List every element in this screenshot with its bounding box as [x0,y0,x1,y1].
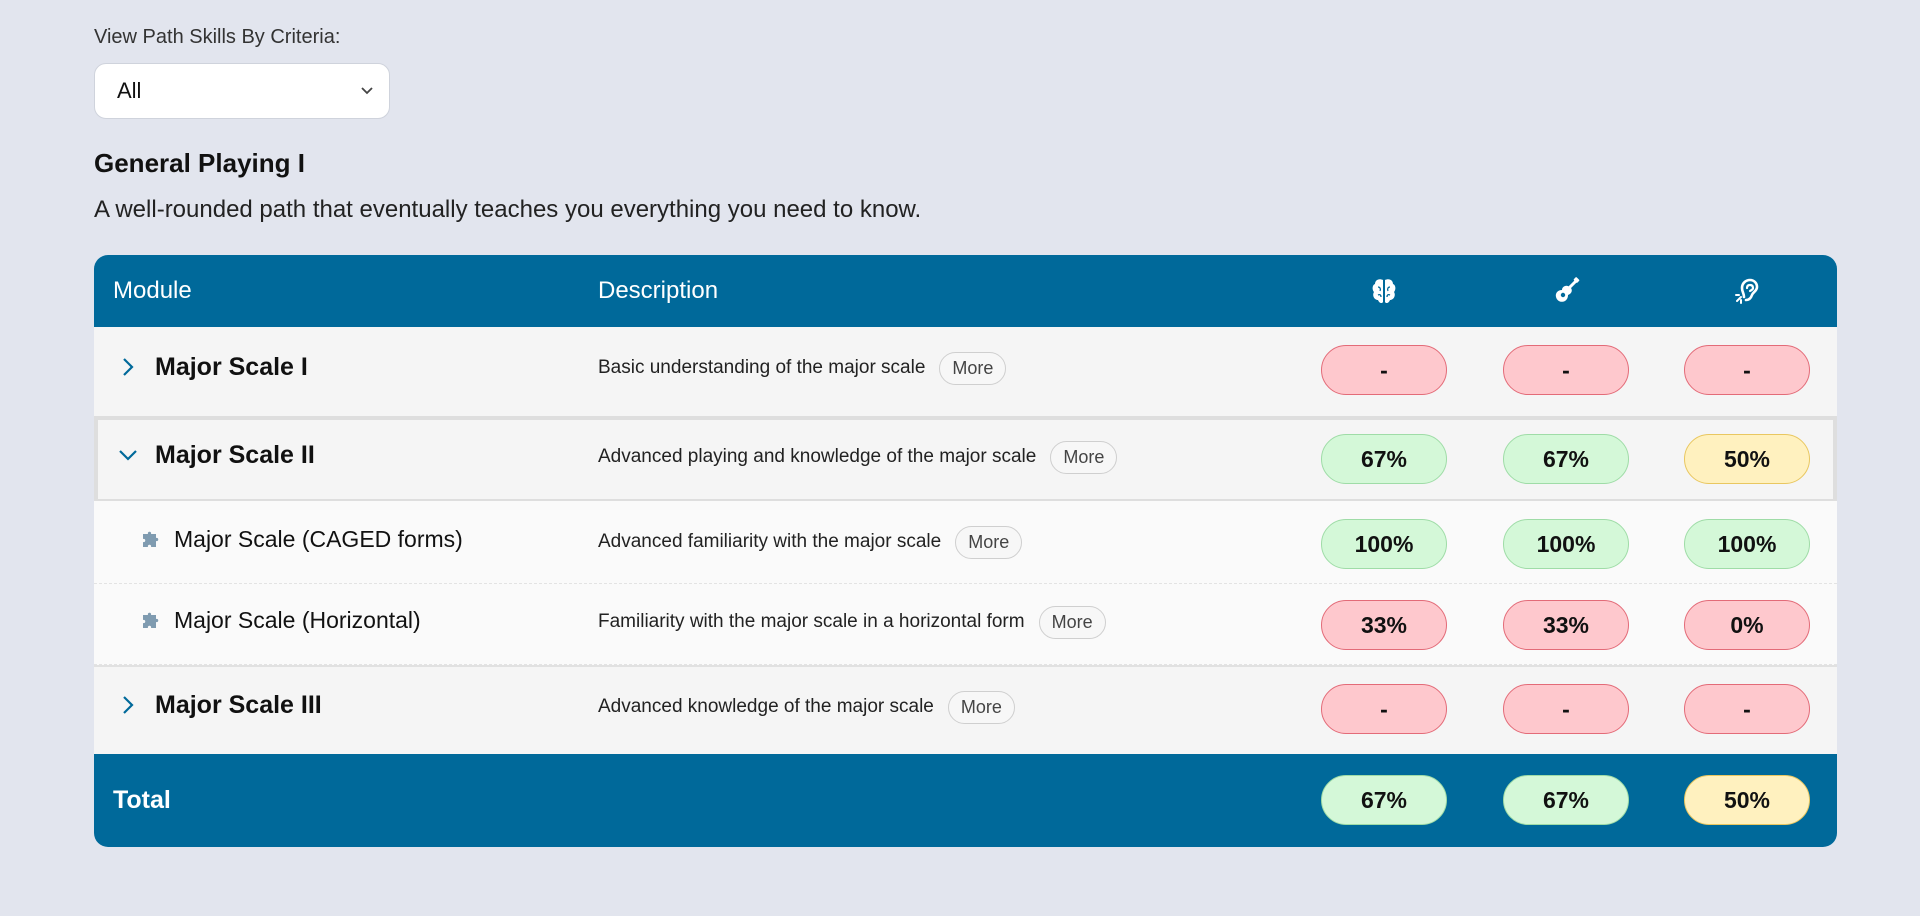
table-header: Module Description [94,255,1837,327]
more-button[interactable]: More [1038,605,1106,639]
more-button[interactable]: More [947,690,1015,724]
table-footer: Total 67% 67% 50% [94,754,1837,847]
puzzle-icon [142,609,164,631]
ear-icon [1684,255,1810,327]
header-description: Description [598,277,719,304]
skills-table: Module Description [94,255,1837,847]
module-name: Major Scale II [155,440,315,469]
criteria-select[interactable]: All [94,63,390,119]
module-cell[interactable]: Major Scale II [113,435,315,475]
description-cell: Advanced knowledge of the major scale Mo… [598,687,1015,727]
score-pill: - [1503,684,1629,734]
puzzle-icon [142,528,164,550]
path-description: A well-rounded path that eventually teac… [94,196,922,223]
score-pill: 100% [1321,519,1447,569]
description-cell: Basic understanding of the major scale M… [598,348,1007,388]
submodule-cell: Major Scale (CAGED forms) [142,519,463,559]
description-text: Familiarity with the major scale in a ho… [598,611,1025,632]
description-text: Advanced familiarity with the major scal… [598,531,942,552]
score-pill: - [1321,345,1447,395]
score-pill: 0% [1684,600,1810,650]
score-pill: - [1684,684,1810,734]
score-pill: 67% [1321,434,1447,484]
description-cell: Familiarity with the major scale in a ho… [598,602,1106,642]
description-cell: Advanced playing and knowledge of the ma… [598,437,1118,477]
score-pill: 100% [1503,519,1629,569]
table-row[interactable]: Major Scale (CAGED forms) Advanced famil… [94,501,1837,584]
more-button[interactable]: More [955,525,1023,559]
table-row[interactable]: Major Scale II Advanced playing and know… [94,416,1837,503]
score-pill: - [1321,684,1447,734]
score-pill: 33% [1503,600,1629,650]
module-cell[interactable]: Major Scale III [113,685,322,725]
submodule-name: Major Scale (Horizontal) [174,606,421,633]
score-pill: - [1503,345,1629,395]
submodule-name: Major Scale (CAGED forms) [174,525,463,552]
total-score-pill: 67% [1321,775,1447,825]
chevron-down-icon[interactable] [113,440,143,470]
more-button[interactable]: More [1050,440,1118,474]
chevron-down-icon [359,78,375,104]
table-row[interactable]: Major Scale (Horizontal) Familiarity wit… [94,584,1837,665]
score-pill: 50% [1684,434,1810,484]
module-cell[interactable]: Major Scale I [113,347,308,387]
total-label: Total [113,786,171,814]
brain-icon [1321,255,1447,327]
guitar-icon [1503,255,1629,327]
more-button[interactable]: More [939,351,1007,385]
description-text: Basic understanding of the major scale [598,357,926,378]
chevron-right-icon[interactable] [113,690,143,720]
table-row[interactable]: Major Scale I Basic understanding of the… [94,327,1837,414]
path-title: General Playing I [94,148,305,178]
score-pill: - [1684,345,1810,395]
module-name: Major Scale III [155,690,322,719]
chevron-right-icon[interactable] [113,352,143,382]
criteria-label: View Path Skills By Criteria: [94,26,341,48]
submodule-cell: Major Scale (Horizontal) [142,600,421,640]
description-cell: Advanced familiarity with the major scal… [598,522,1023,562]
table-row[interactable]: Major Scale III Advanced knowledge of th… [94,665,1837,752]
description-text: Advanced playing and knowledge of the ma… [598,446,1037,467]
total-score-pill: 67% [1503,775,1629,825]
module-name: Major Scale I [155,352,308,381]
description-text: Advanced knowledge of the major scale [598,696,934,717]
score-pill: 33% [1321,600,1447,650]
total-score-pill: 50% [1684,775,1810,825]
score-pill: 100% [1684,519,1810,569]
score-pill: 67% [1503,434,1629,484]
header-module: Module [113,277,192,304]
criteria-select-value: All [117,78,142,103]
